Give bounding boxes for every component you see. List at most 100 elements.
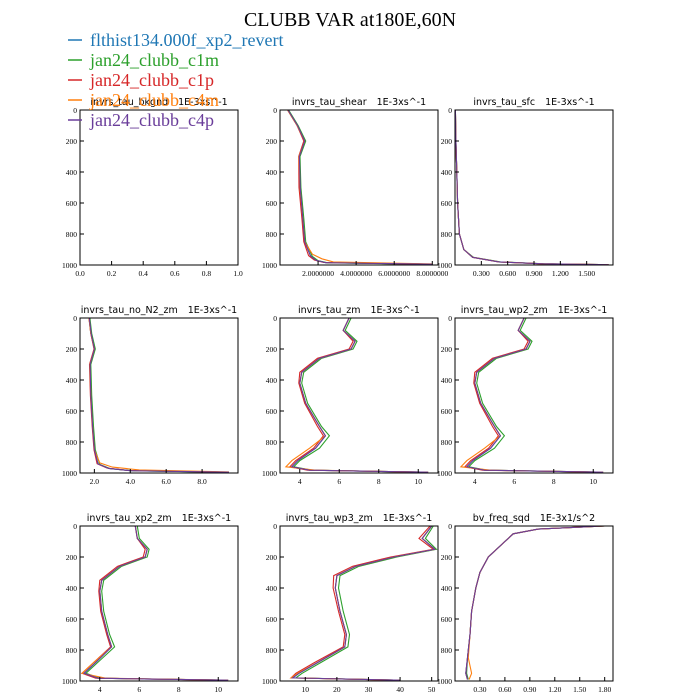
x-tick-label: 0.90 [523,685,536,694]
y-tick-label: 200 [266,137,278,146]
x-tick-label: 4 [473,477,477,486]
panel-invrs_tau_wp2_zm: invrs_tau_wp2_zm 1E-3xs^-1 0 200 400 600 800 10… [437,305,614,486]
panel-title: invrs_tau_zm 1E-3xs^-1 [298,305,420,316]
x-tick-label: 8 [377,477,381,486]
panel-title: invrs_tau_no_N2_zm 1E-3xs^-1 [81,305,237,316]
y-tick-label: 0 [448,106,452,115]
series-line-0 [88,318,230,473]
x-tick-label: 4.0 [126,477,136,486]
series-group [465,526,605,680]
y-tick-label: 1000 [62,469,77,478]
series-line-1 [467,318,604,473]
x-tick-label: 10 [302,685,310,694]
x-tick-label: 1.50 [573,685,586,694]
x-tick-label: 2.0 [90,477,100,486]
panels: invrs_tau_bkgnd 1E-3xs^-10200400600800100… [62,97,614,694]
x-tick-label: 0.300 [473,269,490,278]
y-tick-label: 600 [66,615,78,624]
series-group [289,526,438,681]
panel-title-name: invrs_tau_no_N2_zm [81,305,178,316]
y-tick-label: 0 [73,522,77,531]
panel-title: invrs_tau_wp3_zm 1E-3xs^-1 [286,513,433,524]
y-tick-label: 800 [441,438,453,447]
panel-title: bv_freq_sqd 1E-3x1/s^2 [473,513,595,524]
panel-title-name: invrs_tau_wp3_zm [286,513,373,524]
legend-label: jan24_clubb_c1m [89,50,219,70]
y-tick-label: 400 [266,584,278,593]
y-tick-label: 0 [448,522,452,531]
series-line-3 [289,526,437,681]
panel-title: invrs_tau_sfc 1E-3xs^-1 [473,97,594,108]
y-tick-label: 1000 [262,261,277,270]
x-tick-label: 0.60 [498,685,511,694]
x-tick-label: 40 [396,685,404,694]
series-line-2 [455,110,609,265]
x-tick-label: 6.0 [161,477,171,486]
x-tick-label: 10 [215,685,223,694]
panel-title-units: 1E-3xs^-1 [377,97,427,108]
x-tick-label: 0.0 [75,269,85,278]
panel-bv_freq_sqd: bv_freq_sqd 1E-3x1/s^2 0 200 400 600 800 1000 0.… [437,513,614,694]
x-tick-label: 1.0 [233,269,243,278]
series-line-3 [467,526,605,680]
y-tick-label: 200 [266,345,278,354]
series-line-4 [465,318,604,473]
x-tick-label: 1.500 [578,269,595,278]
panel-title-units: 1E-3xs^-1 [188,305,238,316]
y-tick-label: 0 [448,314,452,323]
series-line-0 [465,526,605,680]
series-line-1 [455,110,609,265]
series-group [88,318,230,473]
panel-title: invrs_tau_wp2_zm 1E-3xs^-1 [461,305,608,316]
y-tick-label: 600 [66,199,78,208]
x-tick-label: 0.2 [107,269,117,278]
series-line-1 [294,526,438,681]
plot-frame [279,525,439,682]
series-line-1 [466,526,605,680]
panel-title-units: 1E-3xs^-1 [545,97,595,108]
y-tick-label: 200 [66,345,78,354]
x-tick-label: 8.0000000 [416,269,448,278]
series-line-2 [287,110,433,265]
panel-title-name: invrs_tau_bkgnd [90,97,168,108]
y-tick-label: 600 [441,199,453,208]
series-line-2 [465,526,605,680]
series-line-4 [290,526,437,681]
series-line-1 [292,318,429,473]
series-line-2 [288,318,429,473]
plot-frame [279,317,439,474]
y-tick-label: 800 [66,646,78,655]
y-tick-label: 200 [66,553,78,562]
plot-frame [79,525,239,682]
x-tick-label: 6 [512,477,516,486]
plot-frame [79,317,239,474]
panel-title-name: invrs_tau_zm [298,305,360,316]
y-tick-label: 800 [266,646,278,655]
x-tick-label: 1.80 [598,685,611,694]
panel-title-name: bv_freq_sqd [473,513,530,524]
y-tick-label: 800 [441,646,453,655]
series-line-0 [287,110,433,265]
series-line-2 [463,318,604,473]
panel-invrs_tau_no_N2_zm: invrs_tau_no_N2_zm 1E-3xs^-1 0 200 400 600 800… [62,305,239,486]
y-tick-label: 600 [266,407,278,416]
figure-title: CLUBB VAR at180E,60N [244,9,456,31]
x-tick-label: 30 [365,685,373,694]
y-tick-label: 200 [66,137,78,146]
y-tick-label: 1000 [437,469,452,478]
y-tick-label: 1000 [437,677,452,686]
panel-title-units: 1E-3xs^-1 [370,305,420,316]
panel-title: invrs_tau_bkgnd 1E-3xs^-1 [90,97,227,108]
legend-item: jan24_clubb_c1m [68,50,219,70]
x-tick-label: 8 [552,477,556,486]
y-tick-label: 0 [273,314,277,323]
x-tick-label: 0.6 [170,269,180,278]
legend-label: flthist134.000f_xp2_revert [90,30,283,50]
y-tick-label: 400 [266,376,278,385]
panel-title: invrs_tau_xp2_zm 1E-3xs^-1 [87,513,231,524]
y-tick-label: 600 [66,407,78,416]
x-tick-label: 0.8 [202,269,212,278]
plot-frame [454,525,614,682]
panel-title-units: 1E-3xs^-1 [383,513,433,524]
